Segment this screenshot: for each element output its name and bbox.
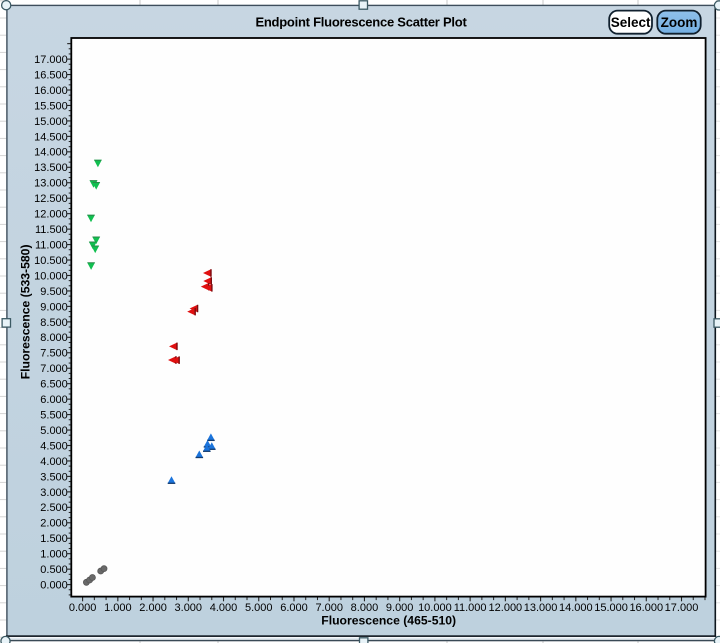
svg-text:Select: Select [611,15,651,30]
svg-text:17.000: 17.000 [665,602,699,614]
svg-text:7.500: 7.500 [40,348,68,360]
svg-text:5.500: 5.500 [40,409,68,421]
svg-text:16.500: 16.500 [34,69,68,81]
svg-text:15.500: 15.500 [34,100,68,112]
svg-text:13.000: 13.000 [524,602,558,614]
svg-text:9.500: 9.500 [40,286,68,298]
svg-text:10.000: 10.000 [418,602,452,614]
svg-text:14.000: 14.000 [34,147,68,159]
svg-text:7.000: 7.000 [315,602,343,614]
svg-text:9.000: 9.000 [386,602,414,614]
svg-text:6.000: 6.000 [40,394,68,406]
svg-text:4.000: 4.000 [40,456,68,468]
svg-text:2.000: 2.000 [139,602,167,614]
svg-text:10.000: 10.000 [34,270,68,282]
svg-text:1.000: 1.000 [104,602,132,614]
svg-text:16.000: 16.000 [34,85,68,97]
svg-text:15.000: 15.000 [594,602,628,614]
svg-text:4.000: 4.000 [210,602,238,614]
svg-text:1.000: 1.000 [40,549,68,561]
svg-text:12.500: 12.500 [34,193,68,205]
svg-text:13.500: 13.500 [34,162,68,174]
svg-text:11.000: 11.000 [35,239,68,251]
svg-text:6.000: 6.000 [280,602,308,614]
svg-text:6.500: 6.500 [40,379,68,391]
svg-text:15.000: 15.000 [34,116,68,128]
svg-text:13.000: 13.000 [34,178,68,190]
svg-text:11.000: 11.000 [454,602,487,614]
svg-text:10.500: 10.500 [34,255,68,267]
svg-text:0.500: 0.500 [40,564,68,576]
svg-text:3.500: 3.500 [40,471,68,483]
svg-text:5.000: 5.000 [40,425,68,437]
svg-text:14.000: 14.000 [559,602,593,614]
svg-text:0.000: 0.000 [69,602,97,614]
svg-text:12.000: 12.000 [489,602,523,614]
svg-text:12.000: 12.000 [34,209,68,221]
svg-text:5.000: 5.000 [245,602,273,614]
svg-text:9.000: 9.000 [40,301,68,313]
svg-text:3.000: 3.000 [175,602,203,614]
svg-text:1.500: 1.500 [40,533,68,545]
svg-text:17.000: 17.000 [34,54,68,66]
svg-text:Zoom: Zoom [661,15,698,30]
svg-text:2.000: 2.000 [40,518,68,530]
svg-text:11.500: 11.500 [35,224,68,236]
svg-text:8.500: 8.500 [40,317,68,329]
svg-text:4.500: 4.500 [40,440,68,452]
svg-text:8.000: 8.000 [40,332,68,344]
svg-text:14.500: 14.500 [34,131,68,143]
svg-text:Fluorescence (533-580): Fluorescence (533-580) [19,244,33,379]
svg-text:8.000: 8.000 [351,602,379,614]
svg-text:16.000: 16.000 [629,602,663,614]
svg-text:7.000: 7.000 [40,363,68,375]
svg-text:Endpoint Fluorescence Scatter: Endpoint Fluorescence Scatter Plot [255,15,467,30]
svg-text:2.500: 2.500 [40,502,68,514]
svg-text:3.000: 3.000 [40,487,68,499]
svg-text:0.000: 0.000 [40,580,68,592]
svg-text:Fluorescence (465-510): Fluorescence (465-510) [321,614,456,628]
